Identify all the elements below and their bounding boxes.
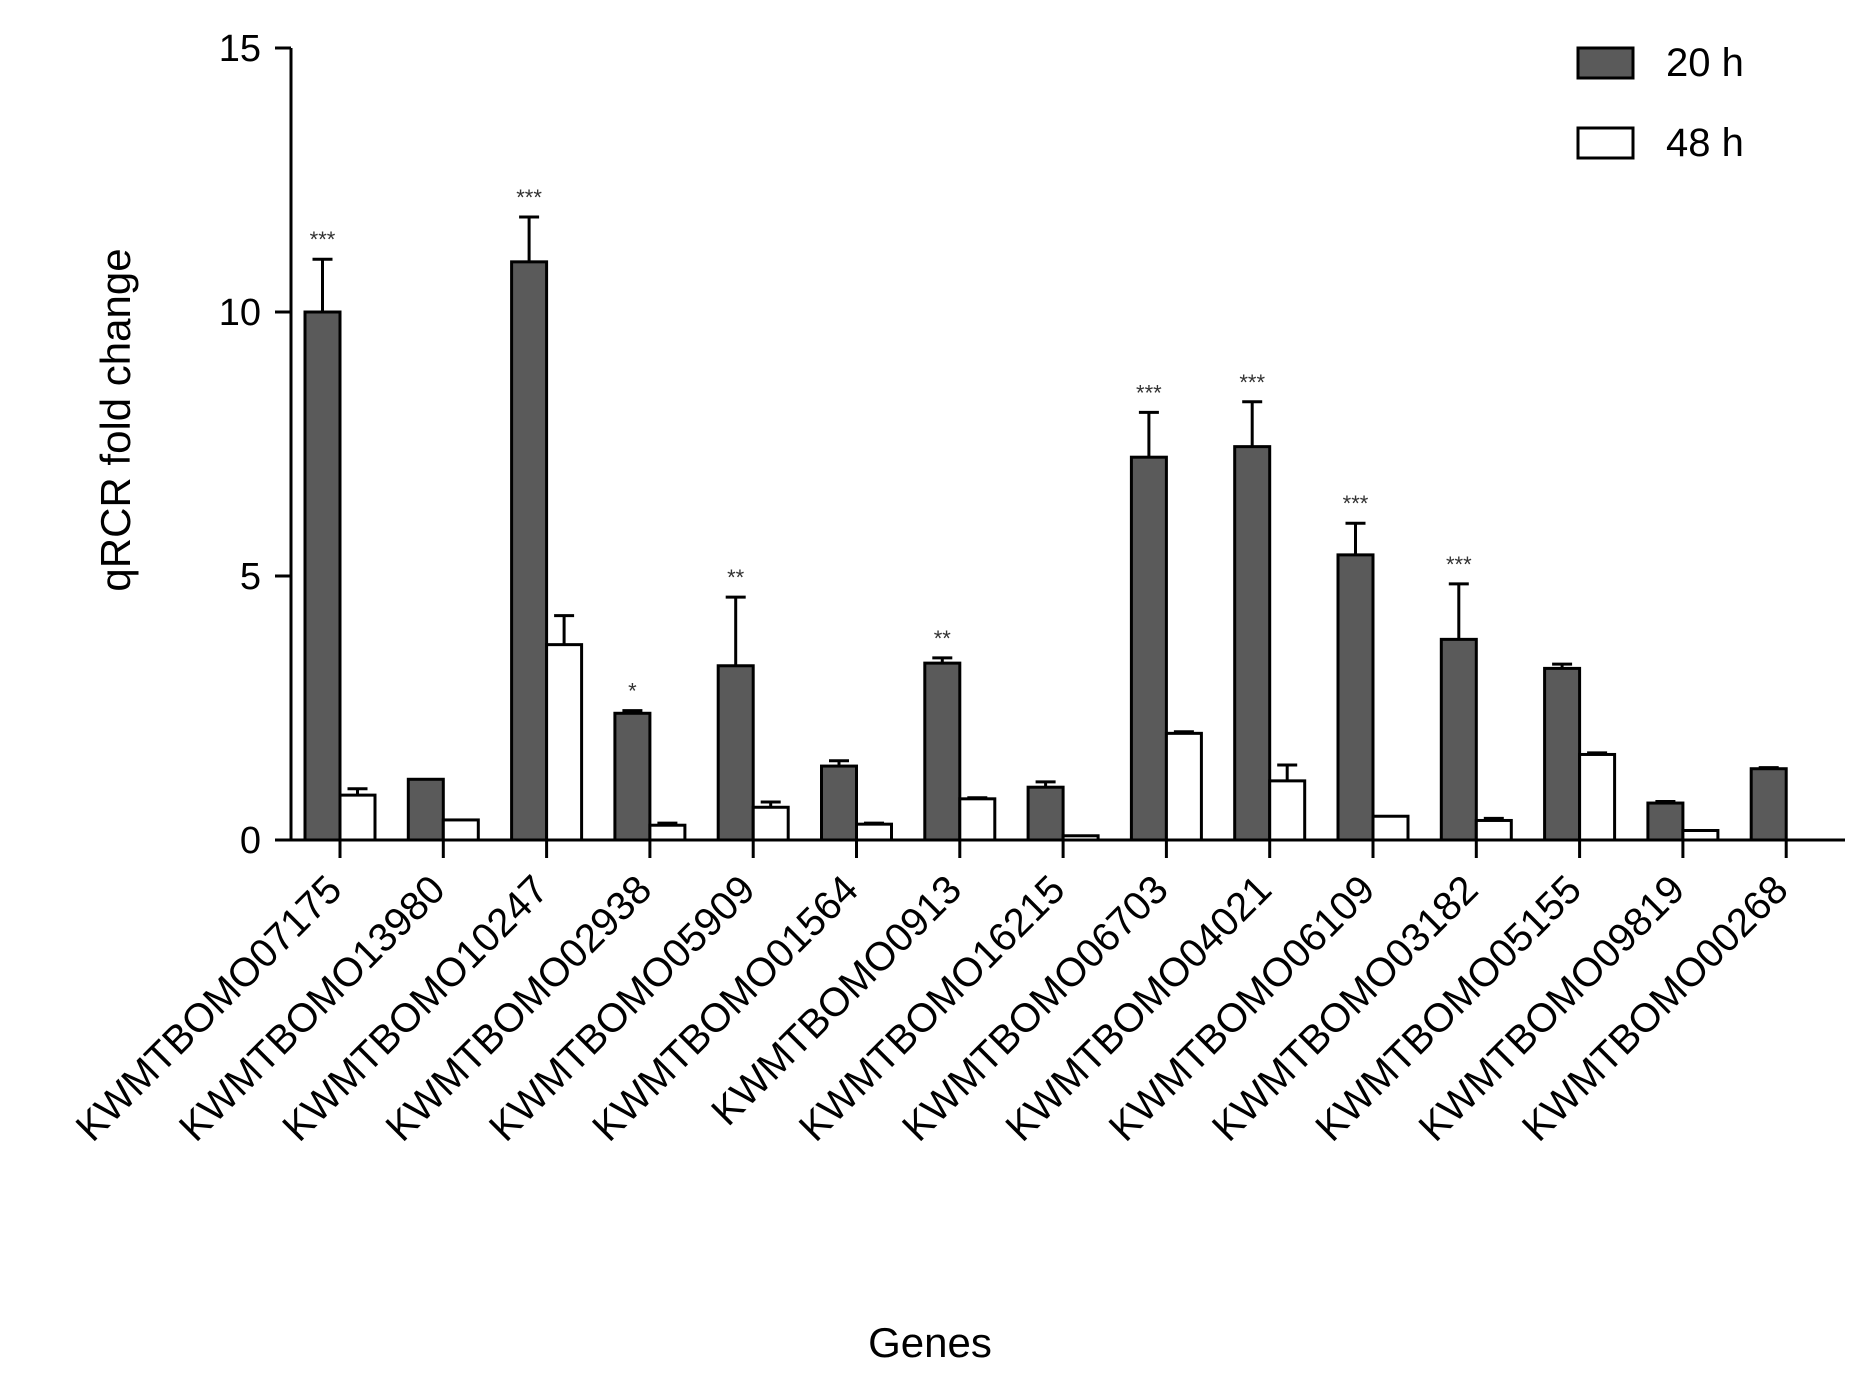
bar-20h (716, 595, 755, 842)
significance-label: *** (1446, 552, 1472, 577)
bar-20h (1439, 582, 1478, 842)
bar-rect (1749, 767, 1788, 842)
bar-20h (303, 257, 342, 842)
significance-labels: ************** ********* (310, 185, 1472, 704)
bars (303, 215, 1788, 842)
bar-rect (1061, 834, 1100, 842)
bar-20h (923, 656, 962, 842)
x-axis (291, 838, 1845, 858)
bar-48h (648, 821, 687, 842)
bar-rect (1026, 785, 1065, 842)
significance-label: *** (1239, 370, 1265, 395)
bar-48h (1061, 834, 1100, 842)
bar-rect (820, 764, 858, 842)
bar-48h (751, 800, 790, 842)
bar-20h (510, 215, 549, 842)
bar-48h (1268, 763, 1307, 842)
bar-rect (406, 777, 445, 842)
bar-rect (1336, 553, 1375, 842)
legend-swatch (1576, 46, 1635, 80)
bar-rect (1474, 818, 1513, 842)
bar-20h (406, 777, 445, 842)
bar-20h (1129, 410, 1168, 842)
bar-48h (338, 787, 377, 842)
bar-20h (1026, 780, 1065, 842)
bar-20h (1336, 521, 1375, 842)
significance-label: ** (727, 565, 745, 590)
bar-rect (1371, 814, 1410, 842)
legend-item-48h: 48 h (1576, 121, 1744, 165)
bar-rect (441, 818, 480, 842)
legend-label: 48 h (1666, 121, 1744, 165)
category-labels: KWMTBOMO07175KWMTBOMO13980KWMTBOMO10247K… (68, 867, 1797, 1150)
bar-rect (1233, 445, 1272, 842)
bar-48h (545, 614, 584, 842)
legend-swatch (1576, 126, 1635, 160)
bar-20h (1749, 766, 1788, 842)
bar-rect (1268, 779, 1307, 842)
x-axis-title: Genes (868, 1319, 992, 1366)
bar-rect (1164, 731, 1203, 842)
bar-rect (338, 793, 377, 842)
bar-rect (1543, 666, 1582, 842)
bar-48h (1371, 814, 1410, 842)
y-tick-label: 15 (219, 28, 261, 70)
bar-rect (613, 711, 652, 842)
significance-label: *** (1136, 380, 1162, 405)
bar-20h (820, 759, 858, 842)
significance-label: ** (934, 626, 952, 651)
bar-20h (1646, 799, 1685, 842)
bar-rect (303, 310, 342, 842)
significance-label: *** (516, 185, 542, 210)
bar-20h (613, 709, 652, 842)
bar-48h (1681, 828, 1720, 842)
bar-rect (545, 643, 584, 842)
significance-label: *** (310, 227, 336, 252)
legend-label: 20 h (1666, 41, 1744, 85)
bar-rect (716, 664, 755, 842)
y-axis-title: qRCR fold change (92, 248, 139, 591)
significance-label: * (628, 679, 637, 704)
y-tick-label: 0 (240, 820, 261, 862)
bar-rect (855, 822, 893, 842)
bar-20h (1233, 400, 1272, 842)
bar-48h (855, 821, 893, 842)
bar-48h (1474, 816, 1513, 842)
bar-rect (923, 661, 962, 842)
bar-rect (510, 260, 549, 842)
bar-48h (1164, 730, 1203, 842)
legend-item-20h: 20 h (1576, 41, 1744, 85)
bar-20h (1543, 662, 1582, 842)
bar-48h (958, 796, 997, 842)
bar-48h (1578, 751, 1617, 842)
bar-rect (648, 823, 687, 842)
bar-rect (1578, 752, 1617, 842)
legend: 20 h 48 h (1576, 41, 1744, 165)
bar-rect (1646, 801, 1685, 842)
y-tick-label: 10 (219, 292, 261, 334)
bar-rect (1129, 455, 1168, 842)
significance-label: *** (1343, 491, 1369, 516)
bar-rect (958, 797, 997, 842)
y-axis: 0 5 10 15 (219, 28, 293, 862)
bar-rect (1439, 637, 1478, 842)
bar-48h (441, 818, 480, 842)
bar-rect (751, 805, 790, 842)
y-tick-label: 5 (240, 556, 261, 598)
bar-rect (1681, 828, 1720, 842)
